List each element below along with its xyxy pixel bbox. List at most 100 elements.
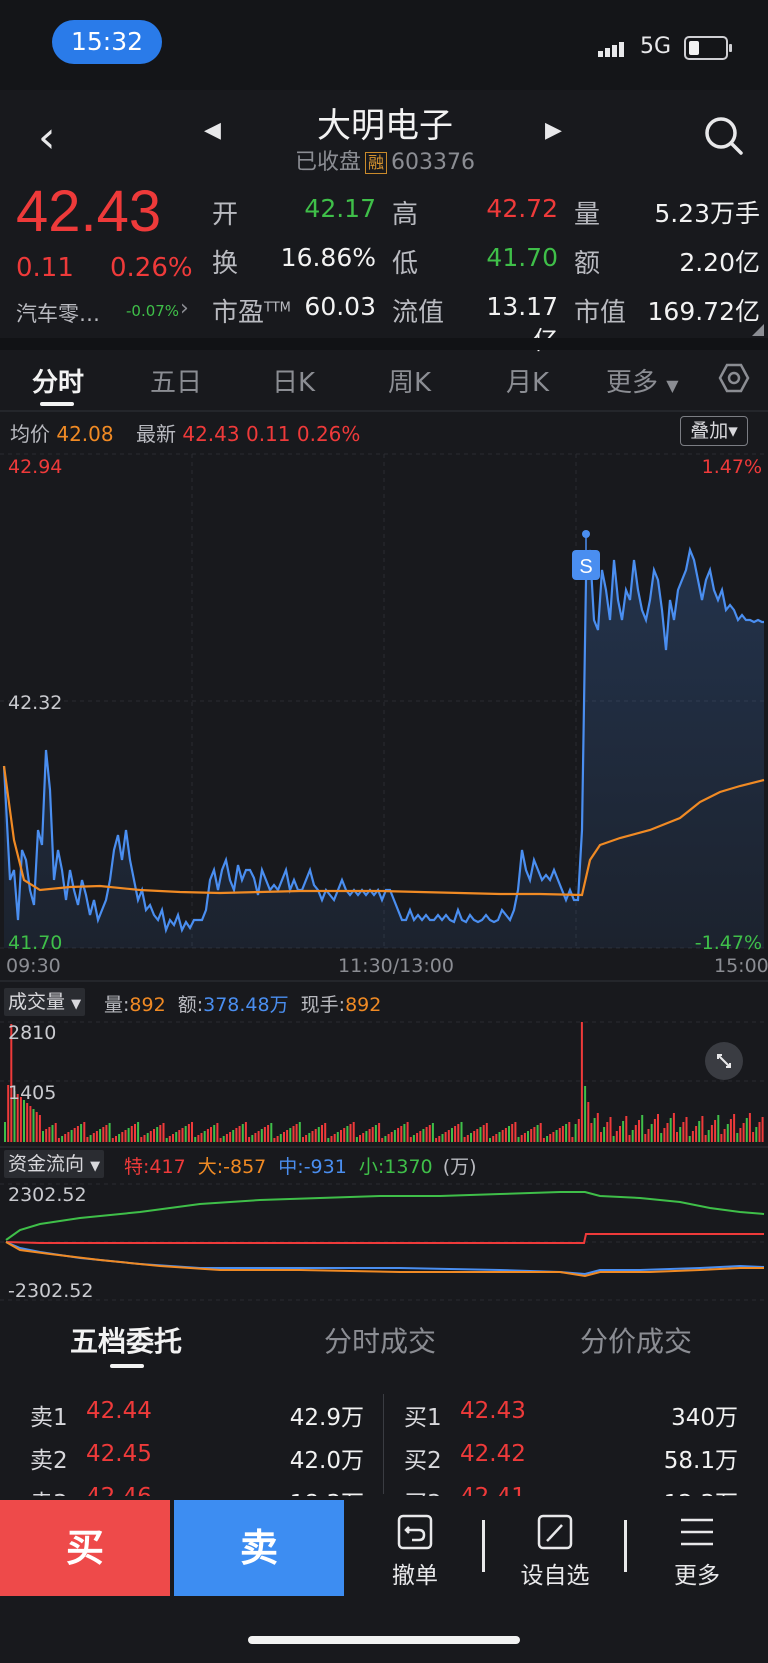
volume-bar: [650, 1124, 653, 1142]
order-tab-underline: [110, 1364, 144, 1368]
volume-bar: [707, 1130, 710, 1142]
high-label: 高: [392, 200, 419, 230]
volume-bar: [660, 1133, 663, 1142]
volume-bar: [336, 1132, 339, 1142]
amount-value: 2.20亿: [679, 248, 760, 277]
more-menu-button[interactable]: 更多: [652, 1512, 742, 1590]
volume-y-mid: 1405: [8, 1082, 57, 1104]
y-axis-bottom: 41.70: [8, 932, 63, 954]
edit-icon: [510, 1512, 600, 1556]
tab-price-volume[interactable]: 分价成交: [580, 1325, 693, 1358]
turnover-label: 换: [212, 249, 239, 279]
volume-bar: [54, 1123, 57, 1142]
volume-bar: [492, 1136, 495, 1142]
volume-bar: [530, 1129, 533, 1142]
volume-bar: [165, 1138, 168, 1142]
divider: [383, 1394, 384, 1494]
volume-bar: [720, 1134, 723, 1142]
volume-bar: [80, 1124, 83, 1142]
fund-flow-y-top: 2302.52: [8, 1184, 87, 1206]
volume-bar: [355, 1137, 358, 1142]
tab-five-day[interactable]: 五日: [150, 368, 203, 398]
volume-bar: [327, 1138, 330, 1142]
volume-bar: [115, 1136, 117, 1142]
signal-marker-label: S: [579, 556, 592, 578]
buy-button[interactable]: 买: [0, 1500, 170, 1596]
volume-bar: [263, 1127, 266, 1142]
bid-row: 买2 42.42 58.1万: [404, 1441, 738, 1474]
volume-bar: [580, 1022, 583, 1142]
volume-bar: [568, 1122, 571, 1142]
next-stock-icon[interactable]: ▶: [545, 118, 562, 143]
tab-monthly-k[interactable]: 月K: [506, 368, 550, 398]
volume-bar: [454, 1126, 457, 1142]
volume-indicator-select[interactable]: 成交量 ▼: [4, 988, 86, 1016]
volume-bar: [542, 1138, 545, 1142]
volume-bar: [273, 1138, 276, 1142]
prev-stock-icon[interactable]: ◀: [204, 118, 221, 143]
home-indicator[interactable]: [248, 1636, 520, 1644]
volume-bar: [359, 1135, 361, 1142]
add-watchlist-button[interactable]: 设自选: [510, 1512, 600, 1590]
volume-bar: [197, 1135, 200, 1142]
fund-flow-select[interactable]: 资金流向 ▼: [4, 1150, 105, 1178]
volume-bar: [4, 1122, 6, 1142]
volume-bar: [723, 1129, 726, 1142]
tab-underline: [40, 402, 74, 406]
volume-bar: [495, 1134, 498, 1142]
volume-bar: [381, 1138, 384, 1142]
volume-bar: [254, 1133, 257, 1142]
tab-order-book[interactable]: 五档委托: [70, 1325, 183, 1358]
volume-bar: [140, 1137, 143, 1142]
volume-bar: [374, 1125, 377, 1142]
pct-axis-bottom: -1.47%: [694, 932, 762, 954]
small-flow-line: [5, 1191, 765, 1241]
volume-bar: [615, 1131, 618, 1142]
current-price: 42.43: [16, 179, 162, 244]
ask-row: 卖2 42.45 42.0万: [30, 1441, 364, 1474]
time-end: 15:00: [714, 955, 768, 977]
volume-bar: [685, 1117, 688, 1142]
volume-bar: [600, 1132, 602, 1142]
volume-bar: [206, 1129, 209, 1142]
search-icon[interactable]: [702, 114, 746, 162]
tab-weekly-k[interactable]: 周K: [388, 368, 432, 398]
overlay-button[interactable]: 叠加▾: [680, 416, 748, 446]
sector-change: -0.07%: [126, 302, 180, 320]
volume-bar: [13, 1091, 16, 1142]
mkt-cap-label: 市值: [574, 298, 627, 328]
volume-bar: [498, 1132, 501, 1142]
tab-tick-trades[interactable]: 分时成交: [324, 1325, 437, 1358]
sell-button[interactable]: 卖: [174, 1500, 344, 1596]
sector-link[interactable]: 汽车零…: [16, 302, 100, 326]
volume-bar: [441, 1134, 444, 1142]
bid-row: 买1 42.43 340万: [404, 1398, 738, 1431]
volume-bar: [270, 1123, 273, 1142]
volume-bar: [552, 1132, 555, 1142]
volume-bar: [19, 1097, 22, 1142]
volume-bar: [451, 1128, 453, 1142]
signal-marker[interactable]: [572, 550, 600, 580]
tab-more[interactable]: 更多 ▼: [606, 368, 679, 398]
volume-bar: [714, 1120, 717, 1142]
low-label: 低: [392, 249, 419, 279]
separator: [482, 1520, 485, 1572]
volume-bar: [479, 1127, 482, 1142]
fullscreen-icon[interactable]: [705, 1042, 743, 1080]
volume-bar: [634, 1125, 637, 1142]
volume-bar: [235, 1128, 238, 1142]
tab-intraday[interactable]: 分时: [32, 368, 85, 398]
volume-bar: [412, 1135, 415, 1142]
volume-bar: [504, 1128, 507, 1142]
volume-bar: [752, 1132, 755, 1142]
volume-bar: [286, 1130, 289, 1142]
cancel-order-button[interactable]: 撤单: [370, 1512, 460, 1590]
volume-bar: [251, 1135, 254, 1142]
volume-bar: [95, 1131, 98, 1142]
tab-daily-k[interactable]: 日K: [272, 368, 316, 398]
volume-bar: [241, 1124, 244, 1142]
settings-hex-icon[interactable]: [718, 362, 750, 398]
chevron-right-icon[interactable]: ›: [180, 296, 189, 321]
open-value: 42.17: [304, 194, 376, 223]
back-icon[interactable]: ‹: [38, 112, 56, 163]
